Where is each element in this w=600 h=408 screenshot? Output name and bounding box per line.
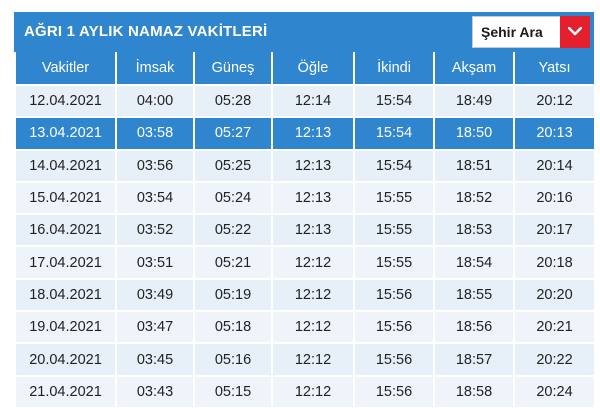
chevron-down-icon	[568, 27, 582, 36]
time-cell: 03:43	[117, 376, 195, 407]
time-cell: 18:56	[435, 312, 515, 343]
time-cell: 15:56	[355, 279, 435, 311]
time-cell: 03:58	[117, 118, 195, 149]
time-cell: 20:18	[515, 247, 594, 278]
date-cell: 15.04.2021	[16, 182, 117, 214]
table-body: 12.04.2021 04:00 05:28 12:14 15:54 18:49 20:12…	[16, 84, 594, 407]
date-cell: 14.04.2021	[16, 150, 117, 181]
time-cell: 05:22	[195, 215, 273, 246]
time-cell: 15:56	[355, 312, 435, 343]
time-cell: 15:54	[355, 118, 435, 149]
time-cell: 12:13	[273, 118, 355, 149]
time-cell: 12:12	[273, 312, 355, 343]
time-cell: 05:27	[195, 118, 273, 149]
time-cell: 12:12	[273, 279, 355, 311]
table-row[interactable]: 16.04.2021 03:52 05:22 12:13 15:55 18:53 20:17	[16, 213, 594, 246]
column-header: Öğle	[273, 52, 355, 84]
time-cell: 20:13	[515, 118, 594, 149]
date-cell: 16.04.2021	[16, 215, 117, 246]
time-cell: 20:12	[515, 86, 594, 117]
time-cell: 05:18	[195, 312, 273, 343]
time-cell: 18:57	[435, 344, 515, 375]
date-cell: 12.04.2021	[16, 86, 117, 117]
time-cell: 20:20	[515, 279, 594, 311]
column-header: İkindi	[355, 52, 435, 84]
time-cell: 18:49	[435, 86, 515, 117]
time-cell: 05:15	[195, 376, 273, 407]
time-cell: 15:55	[355, 215, 435, 246]
column-header: Güneş	[195, 52, 273, 84]
time-cell: 12:13	[273, 182, 355, 214]
time-cell: 12:13	[273, 150, 355, 181]
time-cell: 03:45	[117, 344, 195, 375]
title-bar: AĞRI 1 AYLIK NAMAZ VAKİTLERİ Şehir Ara	[14, 12, 594, 52]
time-cell: 05:16	[195, 344, 273, 375]
time-cell: 12:12	[273, 376, 355, 407]
time-cell: 03:47	[117, 312, 195, 343]
table-row[interactable]: 15.04.2021 03:54 05:24 12:13 15:55 18:52 20:16	[16, 180, 594, 214]
time-cell: 15:56	[355, 344, 435, 375]
time-cell: 12:13	[273, 215, 355, 246]
table-row[interactable]: 19.04.2021 03:47 05:18 12:12 15:56 18:56 20:21	[16, 310, 594, 343]
time-cell: 20:14	[515, 150, 594, 181]
time-cell: 15:56	[355, 376, 435, 407]
city-search-select[interactable]: Şehir Ara	[472, 16, 590, 48]
table-row[interactable]: 20.04.2021 03:45 05:16 12:12 15:56 18:57 20:22	[16, 342, 594, 375]
prayer-times-table: Vakitler İmsak Güneş Öğle İkindi Akşam Y…	[16, 52, 594, 407]
time-cell: 18:50	[435, 118, 515, 149]
table-row[interactable]: 14.04.2021 03:56 05:25 12:13 15:54 18:51 20:14	[16, 148, 594, 181]
time-cell: 03:51	[117, 247, 195, 278]
time-cell: 12:12	[273, 344, 355, 375]
time-cell: 20:21	[515, 312, 594, 343]
time-cell: 18:55	[435, 279, 515, 311]
date-cell: 13.04.2021	[16, 118, 117, 149]
time-cell: 05:19	[195, 279, 273, 311]
table-row[interactable]: 13.04.2021 03:58 05:27 12:13 15:54 18:50 20:13	[16, 116, 594, 149]
column-header: Yatsı	[538, 60, 571, 76]
time-cell: 05:25	[195, 150, 273, 181]
date-cell: 20.04.2021	[16, 344, 117, 375]
time-cell: 12:12	[273, 247, 355, 278]
page-title: AĞRI 1 AYLIK NAMAZ VAKİTLERİ	[24, 23, 268, 40]
time-cell: 05:24	[195, 182, 273, 214]
city-select-label: Şehir Ara	[481, 24, 543, 40]
date-cell: 21.04.2021	[16, 376, 117, 407]
time-cell: 20:16	[515, 182, 594, 214]
time-cell: 03:54	[117, 182, 195, 214]
time-cell: 04:00	[117, 86, 195, 117]
date-cell: 17.04.2021	[16, 247, 117, 278]
time-cell: 03:49	[117, 279, 195, 311]
time-cell: 15:55	[355, 182, 435, 214]
column-header: İmsak	[117, 52, 195, 84]
time-cell: 15:54	[355, 150, 435, 181]
column-header: Vakitler	[16, 52, 117, 84]
city-select-button[interactable]	[560, 16, 590, 48]
time-cell: 12:14	[273, 86, 355, 117]
time-cell: 03:52	[117, 215, 195, 246]
date-cell: 18.04.2021	[16, 279, 117, 311]
time-cell: 20:22	[515, 344, 594, 375]
time-cell: 18:52	[435, 182, 515, 214]
time-cell: 20:24	[515, 376, 594, 407]
time-cell: 20:17	[515, 215, 594, 246]
date-cell: 19.04.2021	[16, 312, 117, 343]
time-cell: 03:56	[117, 150, 195, 181]
time-cell: 05:28	[195, 86, 273, 117]
table-row[interactable]: 17.04.2021 03:51 05:21 12:12 15:55 18:54 20:18	[16, 245, 594, 278]
time-cell: 18:58	[435, 376, 515, 407]
column-header: Akşam	[435, 52, 515, 84]
table-row[interactable]: 18.04.2021 03:49 05:19 12:12 15:56 18:55 20:20	[16, 277, 594, 311]
time-cell: 05:21	[195, 247, 273, 278]
time-cell: 18:51	[435, 150, 515, 181]
table-row[interactable]: 21.04.2021 03:43 05:15 12:12 15:56 18:58 20:24	[16, 374, 594, 407]
time-cell: 15:54	[355, 86, 435, 117]
time-cell: 18:54	[435, 247, 515, 278]
time-cell: 15:55	[355, 247, 435, 278]
table-header: Vakitler İmsak Güneş Öğle İkindi Akşam Y…	[16, 52, 594, 84]
table-row[interactable]: 12.04.2021 04:00 05:28 12:14 15:54 18:49 20:12	[16, 84, 594, 117]
time-cell: 18:53	[435, 215, 515, 246]
